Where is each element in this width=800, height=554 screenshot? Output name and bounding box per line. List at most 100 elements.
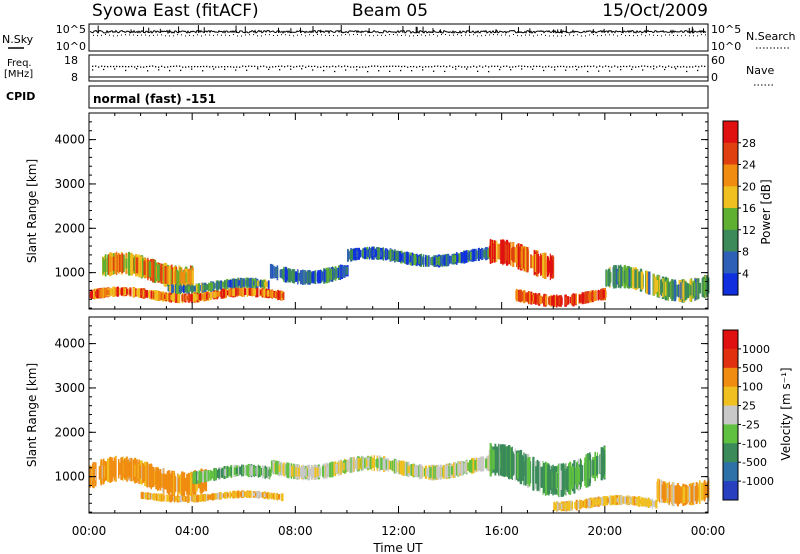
data-cell: [490, 239, 493, 263]
data-cell: [261, 280, 264, 288]
nsearch-dot: [233, 34, 234, 36]
nsearch-dot: [597, 35, 598, 37]
data-cell: [446, 467, 449, 476]
data-cell: [139, 288, 142, 298]
data-cell: [356, 457, 358, 471]
data-cell: [576, 461, 578, 490]
data-cell: [230, 287, 233, 298]
nave-dot: [161, 65, 163, 68]
data-cell: [109, 456, 112, 483]
data-cell: [500, 451, 504, 469]
nsearch-dot: [613, 34, 614, 36]
data-cell: [416, 465, 418, 478]
nsearch-dot: [693, 35, 694, 37]
nsearch-dot: [417, 34, 418, 36]
nave-dot: [101, 65, 103, 67]
nsearch-dot: [689, 35, 690, 37]
data-cell: [191, 285, 194, 293]
data-cell: [467, 250, 470, 263]
data-cell: [638, 496, 641, 507]
data-cell: [385, 459, 388, 470]
data-cell: [143, 289, 145, 298]
nsearch-dot: [641, 34, 642, 36]
nave-dot: [563, 65, 565, 68]
data-cell: [254, 280, 257, 287]
data-cell: [152, 259, 155, 283]
freq-dot: [521, 68, 523, 70]
nave-dot: [122, 65, 124, 68]
data-cell: [302, 464, 304, 481]
data-cell: [184, 272, 187, 283]
data-cell: [187, 269, 190, 286]
data-cell: [580, 458, 582, 490]
data-cell: [143, 260, 146, 275]
nsearch-dot: [457, 34, 458, 36]
nave-dot: [473, 65, 475, 67]
data-cell: [410, 255, 412, 263]
data-cell: [229, 491, 231, 499]
data-cell: [132, 459, 135, 481]
nsearch-dot: [249, 34, 250, 36]
data-cell: [126, 289, 129, 295]
data-cell: [437, 467, 440, 478]
data-cell: [158, 264, 160, 282]
data-cell: [281, 495, 283, 500]
data-cell: [585, 499, 588, 508]
data-cell: [592, 291, 596, 302]
data-cell: [178, 285, 182, 293]
data-cell: [257, 280, 259, 287]
data-cell: [314, 270, 317, 284]
data-cell: [220, 282, 222, 288]
nsearch-dot: [481, 35, 482, 37]
data-cell: [277, 290, 280, 300]
data-cell: [692, 283, 695, 297]
data-cell: [241, 464, 243, 477]
data-cell: [203, 494, 206, 501]
nsearch-dot: [273, 34, 274, 36]
data-cell: [338, 462, 340, 474]
data-cell: [447, 253, 450, 267]
nsearch-dot: [117, 35, 118, 37]
data-cell: [157, 494, 159, 501]
nave-dot: [329, 66, 331, 68]
data-cell: [457, 462, 460, 476]
data-cell: [483, 249, 486, 258]
data-cell: [256, 287, 259, 298]
data-cell: [190, 496, 192, 502]
freq-dot: [455, 68, 457, 70]
data-cell: [335, 269, 338, 278]
data-cell: [469, 252, 472, 260]
data-cell: [253, 280, 255, 286]
data-cell: [272, 265, 274, 278]
data-cell: [502, 239, 505, 265]
data-cell: [280, 269, 283, 279]
nsearch-dot: [325, 34, 326, 36]
data-cell: [592, 500, 594, 505]
data-cell: [431, 256, 435, 266]
data-cell: [208, 282, 211, 291]
data-cell: [443, 255, 446, 266]
data-cell: [413, 253, 416, 266]
data-cell: [601, 497, 604, 505]
data-cell: [183, 269, 186, 286]
data-cell: [618, 495, 621, 505]
data-cell: [118, 288, 120, 295]
nave-dot: [176, 65, 178, 67]
data-cell: [187, 285, 190, 293]
freq-dot: [279, 69, 281, 71]
data-cell: [118, 462, 121, 475]
data-cell: [409, 465, 411, 475]
data-cell: [165, 494, 167, 502]
nave-dot: [293, 66, 295, 68]
data-cell: [134, 464, 136, 477]
nsearch-dot: [561, 35, 562, 37]
freq-dot: [609, 70, 611, 72]
nsearch-dot: [205, 34, 206, 36]
nsearch-dot: [513, 34, 514, 36]
nave-dot: [236, 66, 238, 68]
data-cell: [274, 267, 276, 277]
nsearch-dot: [297, 34, 298, 36]
freq-dot: [290, 68, 292, 70]
x-tick-label: 16:00: [484, 524, 519, 538]
data-cell: [293, 269, 296, 284]
